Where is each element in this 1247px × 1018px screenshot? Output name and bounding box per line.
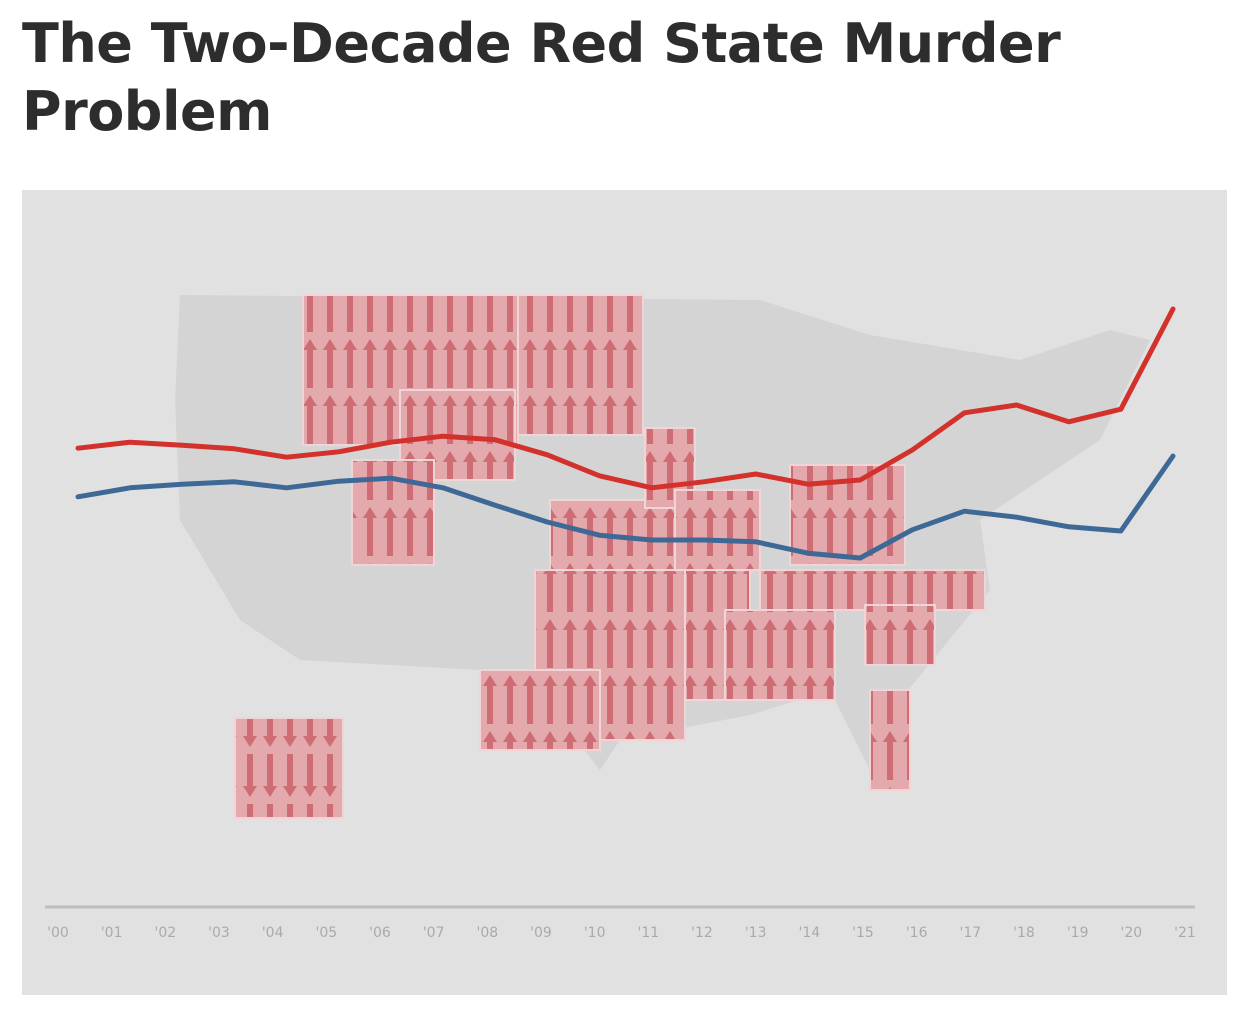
x-tick-label: '18 bbox=[1013, 925, 1035, 941]
x-tick-label: '06 bbox=[369, 925, 391, 941]
x-tick-label: '03 bbox=[208, 925, 230, 941]
x-tick-label: '20 bbox=[1120, 925, 1142, 941]
x-tick-label: '14 bbox=[798, 925, 820, 941]
x-tick-label: '15 bbox=[852, 925, 874, 941]
x-tick-label: '02 bbox=[154, 925, 176, 941]
x-tick-label: '08 bbox=[476, 925, 498, 941]
x-tick-label: '01 bbox=[101, 925, 123, 941]
x-tick-label: '09 bbox=[530, 925, 552, 941]
x-tick-label: '16 bbox=[906, 925, 928, 941]
x-tick-label: '21 bbox=[1174, 925, 1196, 941]
series-line bbox=[75, 453, 1176, 561]
x-tick-label: '10 bbox=[584, 925, 606, 941]
x-tick-label: '12 bbox=[691, 925, 713, 941]
x-tick-label: '11 bbox=[637, 925, 659, 941]
x-tick-label: '00 bbox=[47, 925, 69, 941]
x-tick-label: '07 bbox=[423, 925, 445, 941]
series-line bbox=[75, 306, 1176, 491]
x-tick-label: '13 bbox=[745, 925, 767, 941]
x-tick-label: '19 bbox=[1067, 925, 1089, 941]
x-tick-label: '17 bbox=[959, 925, 981, 941]
x-tick-label: '05 bbox=[315, 925, 337, 941]
chart-title: The Two-Decade Red State Murder Problem bbox=[22, 12, 1061, 143]
x-tick-label: '04 bbox=[262, 925, 284, 941]
